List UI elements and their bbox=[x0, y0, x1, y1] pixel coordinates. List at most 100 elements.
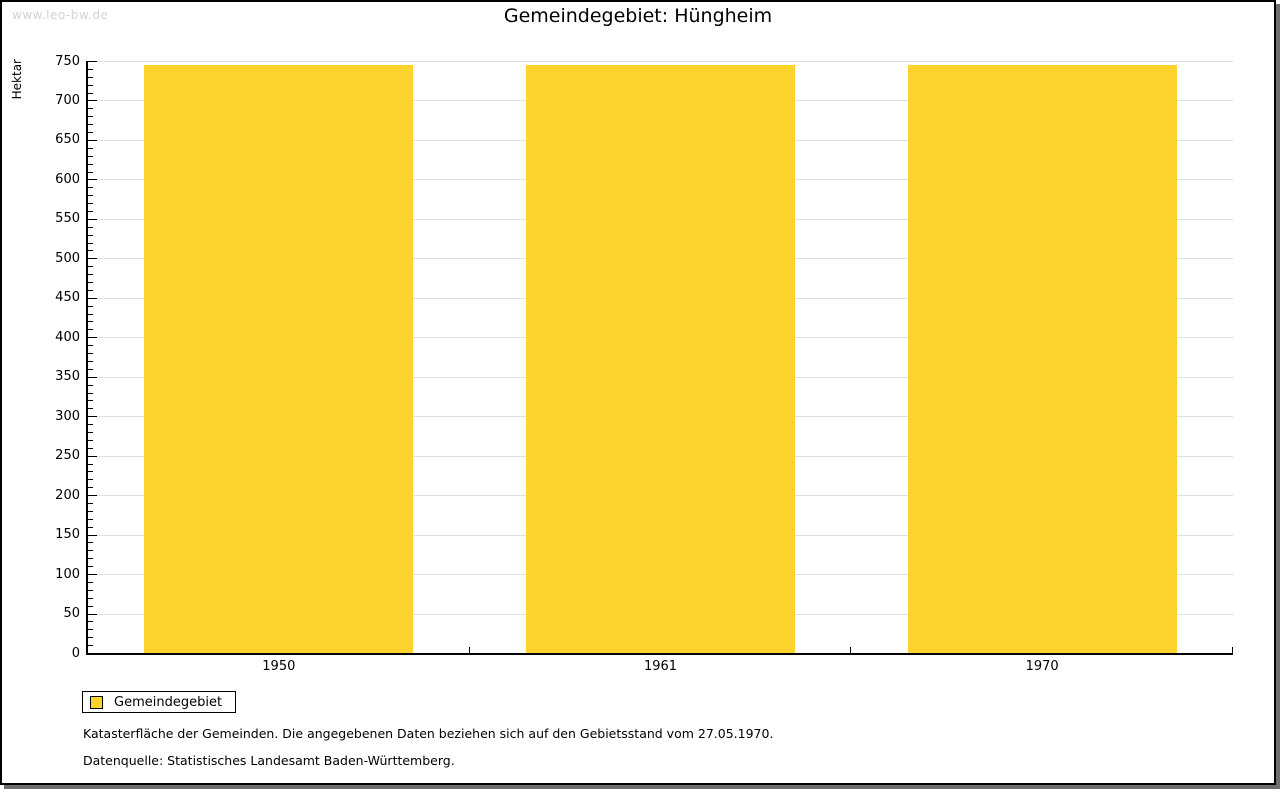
y-tick-400 bbox=[88, 337, 97, 339]
y-tick-180 bbox=[88, 510, 93, 512]
y-tick-690 bbox=[88, 108, 93, 110]
y-tick-530 bbox=[88, 234, 93, 236]
y-tick-420 bbox=[88, 321, 93, 323]
y-tick-340 bbox=[88, 384, 93, 386]
y-tick-390 bbox=[88, 345, 93, 347]
y-tick-310 bbox=[88, 408, 93, 410]
y-tick-label-300: 300 bbox=[55, 408, 80, 424]
y-tick-label-200: 200 bbox=[55, 487, 80, 503]
y-tick-650 bbox=[88, 139, 97, 141]
y-tick-350 bbox=[88, 376, 97, 378]
y-tick-110 bbox=[88, 566, 93, 568]
y-tick-670 bbox=[88, 124, 93, 126]
y-tick-200 bbox=[88, 495, 97, 497]
y-tick-510 bbox=[88, 250, 93, 252]
y-tick-700 bbox=[88, 100, 97, 102]
y-tick-560 bbox=[88, 210, 93, 212]
y-tick-210 bbox=[88, 487, 93, 489]
y-tick-570 bbox=[88, 203, 93, 205]
y-tick-520 bbox=[88, 242, 93, 244]
y-tick-470 bbox=[88, 282, 93, 283]
y-tick-120 bbox=[88, 558, 93, 560]
y-tick-680 bbox=[88, 116, 93, 118]
legend-swatch-icon bbox=[90, 695, 103, 709]
y-tick-90 bbox=[88, 581, 93, 583]
legend-label: Gemeindegebiet bbox=[114, 694, 223, 710]
y-tick-260 bbox=[88, 447, 93, 449]
y-tick-380 bbox=[88, 353, 93, 355]
y-tick-710 bbox=[88, 92, 93, 94]
y-tick-460 bbox=[88, 289, 93, 291]
x-boundary-tick-3 bbox=[1232, 647, 1233, 653]
y-tick-660 bbox=[88, 132, 93, 134]
y-axis-tick-labels: 0 50 100 150 200 250 300 350 400 450 500 550 600 650 7… bbox=[2, 2, 80, 793]
y-tick-730 bbox=[88, 76, 93, 78]
y-tick-480 bbox=[88, 274, 93, 276]
y-tick-240 bbox=[88, 463, 93, 465]
y-tick-220 bbox=[88, 479, 93, 481]
y-tick-30 bbox=[88, 629, 93, 631]
y-tick-630 bbox=[88, 155, 93, 157]
y-tick-600 bbox=[88, 179, 97, 181]
y-tick-410 bbox=[88, 329, 93, 331]
y-tick-0 bbox=[88, 653, 97, 654]
y-tick-720 bbox=[88, 84, 93, 86]
y-tick-label-750: 750 bbox=[55, 53, 80, 69]
y-tick-label-700: 700 bbox=[55, 92, 80, 108]
y-tick-290 bbox=[88, 424, 93, 426]
y-tick-label-650: 650 bbox=[55, 132, 80, 148]
y-tick-300 bbox=[88, 416, 97, 418]
footnote-source: Datenquelle: Statistisches Landesamt Bad… bbox=[83, 753, 455, 768]
x-tick-label-1970: 1970 bbox=[1025, 659, 1059, 674]
watermark: www.leo-bw.de bbox=[12, 8, 109, 22]
y-tick-50 bbox=[88, 613, 97, 615]
x-boundary-tick-2 bbox=[850, 647, 852, 653]
y-tick-label-350: 350 bbox=[55, 369, 80, 385]
y-tick-label-50: 50 bbox=[63, 606, 80, 622]
x-tick-label-1950: 1950 bbox=[262, 659, 296, 674]
y-tick-370 bbox=[88, 360, 93, 362]
bar-1970 bbox=[907, 64, 1177, 653]
y-tick-440 bbox=[88, 305, 93, 307]
y-tick-620 bbox=[88, 163, 93, 165]
y-tick-230 bbox=[88, 471, 93, 473]
y-tick-640 bbox=[88, 147, 93, 149]
y-tick-label-550: 550 bbox=[55, 211, 80, 227]
y-tick-20 bbox=[88, 637, 93, 639]
y-tick-label-100: 100 bbox=[55, 566, 80, 582]
y-tick-10 bbox=[88, 645, 93, 647]
y-tick-450 bbox=[88, 297, 97, 299]
y-tick-70 bbox=[88, 597, 93, 599]
y-tick-170 bbox=[88, 518, 93, 520]
bar-1950 bbox=[144, 64, 414, 653]
y-tick-750 bbox=[88, 61, 97, 62]
y-tick-580 bbox=[88, 195, 93, 197]
y-tick-280 bbox=[88, 431, 93, 433]
y-tick-250 bbox=[88, 455, 97, 457]
x-tick-label-1961: 1961 bbox=[643, 659, 678, 674]
y-tick-60 bbox=[88, 605, 93, 607]
y-tick-360 bbox=[88, 368, 93, 370]
y-tick-140 bbox=[88, 542, 93, 544]
y-tick-130 bbox=[88, 550, 93, 552]
footnote-description: Katasterfläche der Gemeinden. Die angege… bbox=[83, 726, 774, 741]
y-tick-550 bbox=[88, 218, 97, 220]
legend-box: Gemeindegebiet bbox=[82, 691, 237, 713]
y-tick-320 bbox=[88, 400, 93, 402]
y-tick-150 bbox=[88, 534, 97, 536]
y-tick-40 bbox=[88, 621, 93, 623]
plot-area bbox=[86, 61, 1233, 655]
y-tick-190 bbox=[88, 503, 93, 505]
bar-1961 bbox=[526, 64, 795, 653]
y-tick-160 bbox=[88, 526, 93, 528]
y-tick-590 bbox=[88, 187, 93, 189]
y-tick-label-400: 400 bbox=[55, 329, 80, 345]
y-tick-500 bbox=[88, 258, 97, 260]
y-tick-430 bbox=[88, 313, 93, 315]
y-tick-540 bbox=[88, 226, 93, 228]
y-tick-330 bbox=[88, 392, 93, 394]
y-tick-80 bbox=[88, 589, 93, 591]
y-tick-label-600: 600 bbox=[55, 171, 80, 187]
y-tick-100 bbox=[88, 574, 97, 576]
